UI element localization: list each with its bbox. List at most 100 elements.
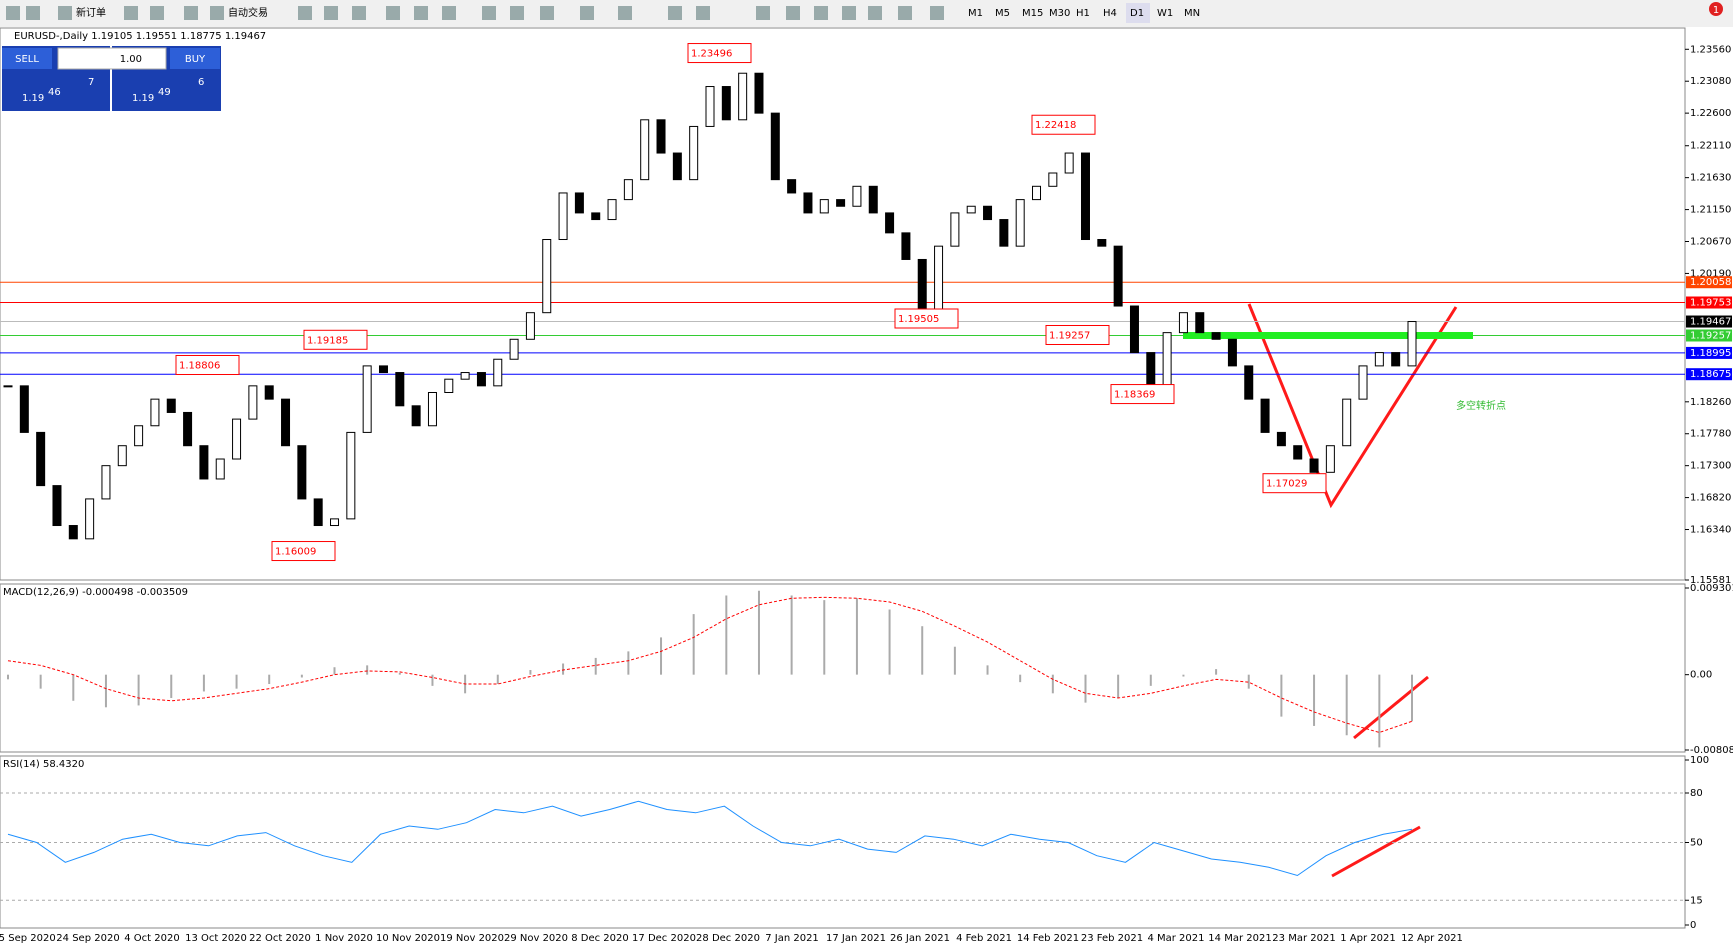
candle: [68, 525, 78, 540]
buy-button[interactable]: [170, 48, 220, 69]
candle: [297, 445, 307, 500]
price-label: 1.17029: [1266, 479, 1307, 490]
candle: [1391, 352, 1401, 367]
timeframe-button[interactable]: M30: [1049, 8, 1070, 19]
x-tick-label: 4 Mar 2021: [1147, 933, 1204, 944]
level-label: 1.19467: [1690, 317, 1731, 328]
candle: [705, 86, 715, 127]
x-tick-label: 17 Dec 2020: [632, 933, 696, 944]
timeframe-button[interactable]: H1: [1076, 8, 1090, 19]
x-tick-label: 23 Feb 2021: [1081, 933, 1143, 944]
candle: [721, 86, 731, 121]
candle: [117, 445, 127, 467]
turning-point-note: 多空转折点: [1456, 399, 1506, 412]
timeframe-button[interactable]: W1: [1157, 8, 1173, 19]
auto-trading-button[interactable]: 自动交易: [228, 6, 268, 19]
candle: [1195, 312, 1205, 334]
candle: [1342, 398, 1352, 447]
timeframe-button[interactable]: M15: [1022, 8, 1043, 19]
candle: [623, 179, 633, 201]
y-tick-label: 1.21150: [1690, 205, 1731, 216]
candle: [232, 418, 242, 460]
volume-input[interactable]: [57, 47, 167, 70]
macd-title: MACD(12,26,9) -0.000498 -0.003509: [3, 587, 188, 598]
candle: [264, 385, 274, 400]
candle: [1015, 199, 1025, 247]
candle: [558, 192, 568, 241]
sell-price-big: 1.19: [22, 93, 44, 104]
candle: [525, 312, 535, 340]
level-label: 1.18675: [1690, 369, 1731, 380]
candle: [819, 199, 829, 214]
sell-button[interactable]: [2, 48, 52, 69]
price-label-box: [894, 308, 959, 329]
candle: [166, 398, 176, 413]
candle: [444, 378, 454, 393]
candle: [1129, 305, 1139, 354]
candle: [1146, 352, 1156, 387]
candle: [901, 232, 911, 260]
timeframe-button[interactable]: D1: [1130, 8, 1144, 19]
candle: [934, 245, 944, 314]
candle: [493, 358, 503, 387]
candle: [19, 385, 29, 433]
price-label-box: [1031, 114, 1096, 135]
price-label-box: [271, 541, 336, 562]
candle: [215, 458, 225, 480]
x-tick-label: 22 Oct 2020: [249, 933, 311, 944]
price-label: 1.19185: [307, 335, 348, 346]
candle: [852, 185, 862, 207]
candle: [1260, 398, 1270, 433]
candle: [427, 391, 437, 427]
x-tick-label: 14 Feb 2021: [1017, 933, 1079, 944]
candle: [183, 411, 193, 447]
x-tick-label: 14 Mar 2021: [1208, 933, 1271, 944]
y-tick-label: 1.20670: [1690, 237, 1731, 248]
candle: [885, 212, 895, 234]
level-badge: [1686, 368, 1732, 381]
candle: [476, 372, 486, 387]
x-tick-label: 24 Sep 2020: [56, 933, 119, 944]
x-tick-label: 4 Feb 2021: [956, 933, 1012, 944]
timeframe-button[interactable]: M1: [968, 8, 983, 19]
x-tick-label: 28 Dec 2020: [696, 933, 760, 944]
x-tick-label: 7 Jan 2021: [765, 933, 819, 944]
candle: [248, 385, 258, 420]
x-tick-label: 29 Nov 2020: [504, 933, 568, 944]
timeframe-button[interactable]: M5: [995, 8, 1010, 19]
candle: [770, 112, 780, 181]
candle: [330, 518, 340, 527]
y-tick-label: 1.16820: [1690, 493, 1731, 504]
y-tick-label: 1.22600: [1690, 108, 1731, 119]
level-badge: [1686, 315, 1732, 328]
level-badge: [1686, 276, 1732, 289]
y-tick-label: 1.15581: [1690, 575, 1731, 586]
candle: [1032, 185, 1042, 201]
level-label: 1.19753: [1690, 298, 1731, 309]
price-label-box: [687, 43, 752, 64]
y-tick-label: 1.23080: [1690, 76, 1731, 87]
candle: [1309, 458, 1319, 473]
timeframe-button[interactable]: MN: [1184, 8, 1200, 19]
candle: [150, 398, 160, 427]
timeframe-button[interactable]: H4: [1103, 8, 1117, 19]
candle: [1227, 338, 1237, 367]
level-label: 1.20058: [1690, 277, 1731, 288]
candle: [607, 199, 617, 221]
candle: [378, 365, 388, 374]
x-tick-label: 26 Jan 2021: [890, 933, 950, 944]
x-tick-label: 19 Nov 2020: [440, 933, 504, 944]
buy-label: BUY: [185, 54, 206, 65]
rsi-title: RSI(14) 58.4320: [3, 759, 84, 770]
price-label: 1.19505: [898, 314, 939, 325]
level-label: 1.18995: [1690, 348, 1731, 359]
new-order-button[interactable]: 新订单: [76, 6, 106, 19]
candle: [917, 258, 927, 314]
x-tick-label: 15 Sep 2020: [0, 933, 56, 944]
buy-price-pip: 6: [198, 77, 204, 88]
macd-panel: [0, 583, 1686, 753]
alert-badge[interactable]: [1709, 2, 1723, 16]
x-tick-label: 13 Oct 2020: [185, 933, 247, 944]
